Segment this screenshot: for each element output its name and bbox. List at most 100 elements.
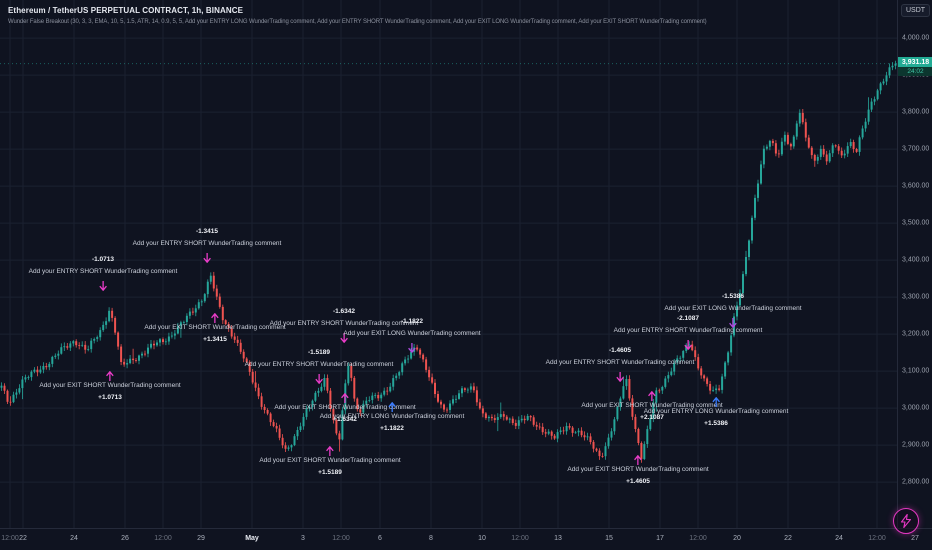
trade-annotation-exit-short: Add your EXIT SHORT WunderTrading commen… bbox=[581, 389, 723, 424]
time-tick: 13 bbox=[554, 535, 562, 542]
annotation-text: Add your EXIT LONG WunderTrading comment bbox=[664, 305, 802, 312]
annotation-text: +1.3415 bbox=[203, 336, 227, 343]
time-tick: 20 bbox=[733, 535, 741, 542]
entry-short-marker-icon bbox=[98, 278, 107, 292]
annotation-text: +1.1822 bbox=[380, 425, 404, 432]
exit-short-marker-icon bbox=[340, 391, 349, 403]
time-tick: 15 bbox=[605, 535, 613, 542]
price-tick: 3,500.00 bbox=[902, 219, 930, 227]
price-tick: 3,200.00 bbox=[902, 330, 930, 338]
entry-long-marker-icon bbox=[712, 395, 721, 407]
time-tick: 26 bbox=[121, 535, 129, 542]
entry-short-marker-icon bbox=[615, 369, 624, 383]
trade-annotations-layer: -1.3415 Add your ENTRY SHORT WunderTradin… bbox=[28, 226, 802, 485]
annotation-text: Add your EXIT SHORT WunderTrading commen… bbox=[39, 382, 181, 389]
annotation-text: Add your EXIT SHORT WunderTrading commen… bbox=[259, 457, 401, 464]
time-tick: 22 bbox=[19, 535, 27, 542]
entry-short-marker-icon bbox=[683, 337, 692, 351]
trade-annotation-entry-long: Add your ENTRY LONG WunderTrading commen… bbox=[319, 400, 465, 435]
time-tick: 22 bbox=[784, 535, 792, 542]
annotation-text: Add your ENTRY SHORT WunderTrading comme… bbox=[244, 361, 394, 368]
annotation-text: -1.0713 bbox=[91, 256, 115, 263]
time-tick: 17 bbox=[656, 535, 664, 542]
annotation-text: Add your EXIT SHORT WunderTrading commen… bbox=[567, 466, 709, 473]
annotation-text: +1.4605 bbox=[626, 478, 650, 485]
candlestick-chart bbox=[0, 0, 897, 528]
boost-button[interactable] bbox=[893, 508, 919, 534]
annotation-text: -2.1087 bbox=[676, 315, 700, 322]
annotation-text: -1.5386 bbox=[721, 293, 745, 300]
annotation-text: Add your EXIT LONG WunderTrading comment bbox=[343, 330, 481, 337]
exit-short-marker-icon bbox=[210, 311, 219, 323]
time-tick: 8 bbox=[429, 535, 433, 542]
chart-plot-area[interactable]: -1.3415 Add your ENTRY SHORT WunderTradin… bbox=[0, 0, 897, 528]
annotation-text: +2.1087 bbox=[640, 414, 664, 421]
annotation-text: -1.5189 bbox=[307, 349, 331, 356]
price-tick: 2,900.00 bbox=[902, 441, 930, 449]
trade-annotation-exit-short: Add your EXIT SHORT WunderTrading commen… bbox=[274, 391, 416, 426]
annotation-text: Add your ENTRY SHORT WunderTrading comme… bbox=[545, 359, 695, 366]
exit-long-marker-icon bbox=[728, 315, 737, 329]
trade-annotation-entry-short: -1.5189 Add your ENTRY SHORT WunderTradin… bbox=[244, 347, 394, 385]
price-tick: 3,400.00 bbox=[902, 256, 930, 264]
annotation-text: Add your ENTRY LONG WunderTrading commen… bbox=[643, 408, 789, 415]
time-tick: 12:00 bbox=[332, 535, 350, 542]
time-tick: 10 bbox=[478, 535, 486, 542]
entry-long-marker-icon bbox=[388, 400, 397, 412]
time-tick: 27 bbox=[911, 535, 919, 542]
time-tick: 24 bbox=[835, 535, 843, 542]
entry-short-marker-icon bbox=[314, 371, 323, 385]
last-price-value: 3,931.18 bbox=[898, 56, 932, 67]
price-tick: 3,600.00 bbox=[902, 182, 930, 190]
symbol-title[interactable]: Ethereum / TetherUS PERPETUAL CONTRACT, … bbox=[8, 6, 244, 15]
trade-annotation-entry-long: Add your ENTRY LONG WunderTrading commen… bbox=[643, 395, 789, 430]
price-tick: 2,800.00 bbox=[902, 478, 930, 486]
exit-long-marker-icon bbox=[407, 340, 416, 354]
trade-annotation-exit-long: -1.5386 Add your EXIT LONG WunderTrading … bbox=[664, 291, 802, 329]
time-tick: 12:00 bbox=[689, 535, 707, 542]
time-tick: 12:00 bbox=[1, 535, 19, 542]
trade-annotation-entry-short: -1.6342 Add your ENTRY SHORT WunderTradin… bbox=[269, 306, 419, 344]
annotation-text: -1.4605 bbox=[608, 347, 632, 354]
annotation-text: Add your EXIT SHORT WunderTrading commen… bbox=[581, 402, 723, 409]
annotation-text: -1.1822 bbox=[400, 318, 424, 325]
lightning-icon bbox=[900, 514, 912, 528]
trade-annotation-entry-short: -1.3415 Add your ENTRY SHORT WunderTradin… bbox=[132, 226, 282, 264]
annotation-text: Add your ENTRY LONG WunderTrading commen… bbox=[319, 413, 465, 420]
price-tick: 4,000.00 bbox=[902, 34, 930, 42]
exit-short-marker-icon bbox=[325, 444, 334, 456]
trade-annotation-exit-short: Add your EXIT SHORT WunderTrading commen… bbox=[259, 444, 401, 479]
chart-legend: Ethereum / TetherUS PERPETUAL CONTRACT, … bbox=[8, 6, 707, 25]
annotation-text: Add your ENTRY SHORT WunderTrading comme… bbox=[28, 268, 178, 275]
trade-annotation-exit-short: Add your EXIT SHORT WunderTrading commen… bbox=[39, 369, 181, 404]
time-tick: 29 bbox=[197, 535, 205, 542]
time-tick: 6 bbox=[378, 535, 382, 542]
last-price-badge: 3,931.18 24:02 bbox=[898, 56, 932, 76]
time-tick: 12:00 bbox=[511, 535, 529, 542]
annotation-text: Add your ENTRY SHORT WunderTrading comme… bbox=[613, 327, 763, 334]
time-tick: 12:00 bbox=[868, 535, 886, 542]
price-axis[interactable]: USDT 3,931.18 24:02 4,000.003,900.003,80… bbox=[897, 0, 932, 528]
time-tick: May bbox=[245, 535, 259, 542]
bar-countdown: 24:02 bbox=[898, 66, 932, 76]
exit-short-marker-icon bbox=[105, 369, 114, 381]
annotation-text: -1.6342 bbox=[332, 308, 356, 315]
time-tick: 3 bbox=[301, 535, 305, 542]
price-tick: 3,800.00 bbox=[902, 108, 930, 116]
time-axis[interactable]: 12:00 22 24 26 12:00 29 May 3 12:00 6 8 10 12:00 13 15… bbox=[0, 528, 932, 550]
price-tick: 3,000.00 bbox=[902, 404, 930, 412]
exit-short-marker-icon bbox=[647, 389, 656, 401]
annotation-text: Add your ENTRY SHORT WunderTrading comme… bbox=[269, 320, 419, 327]
currency-toggle-button[interactable]: USDT bbox=[901, 4, 930, 17]
annotation-text: +1.6342 bbox=[333, 416, 357, 423]
annotation-text: Add your EXIT SHORT WunderTrading commen… bbox=[144, 324, 286, 331]
trade-annotation-entry-short: -1.4605 Add your ENTRY SHORT WunderTradin… bbox=[545, 345, 695, 383]
entry-short-marker-icon bbox=[339, 330, 348, 344]
annotation-text: +1.5189 bbox=[318, 469, 342, 476]
time-tick: 12:00 bbox=[154, 535, 172, 542]
indicator-title[interactable]: Wunder False Breakout (30, 3, 3, EMA, 10… bbox=[8, 19, 707, 25]
price-tick: 3,300.00 bbox=[902, 293, 930, 301]
trade-annotation-exit-long: -1.1822 Add your EXIT LONG WunderTrading … bbox=[343, 316, 481, 354]
annotation-text: Add your ENTRY SHORT WunderTrading comme… bbox=[132, 240, 282, 247]
